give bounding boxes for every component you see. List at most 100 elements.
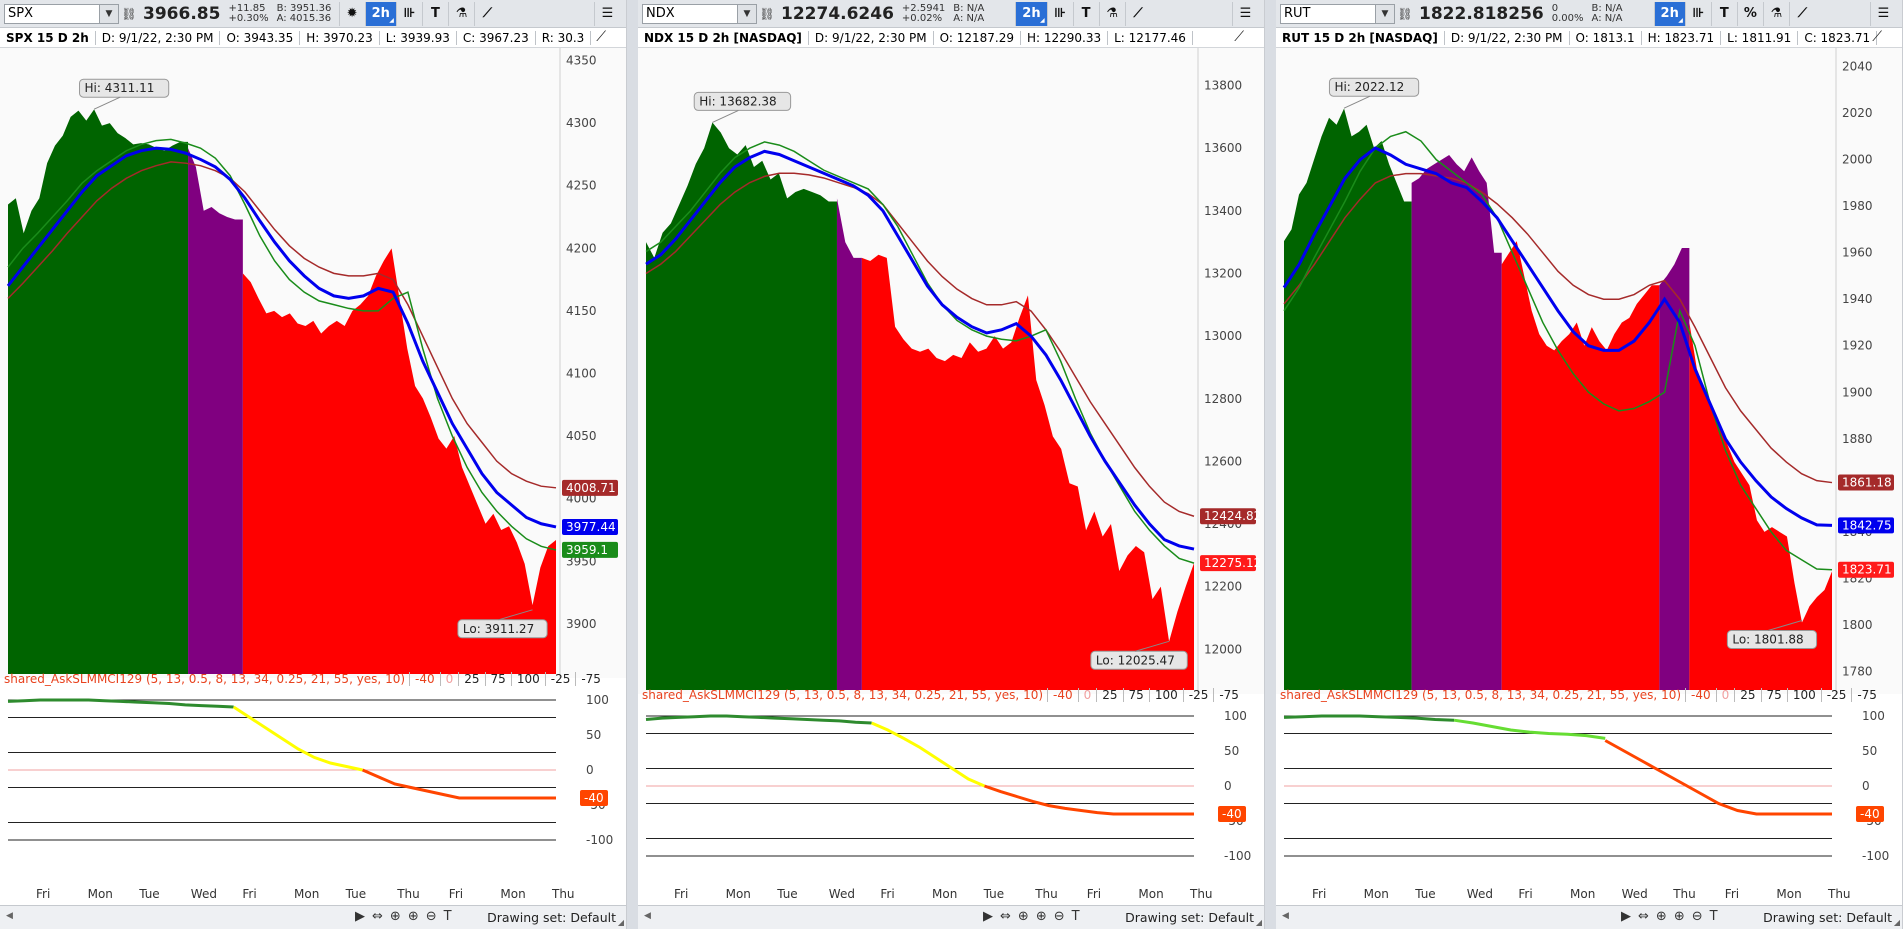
time-axis-label: Tue (777, 887, 798, 901)
drawings-icon[interactable]: ⟋ (1124, 1, 1151, 26)
time-axis-label: Tue (983, 887, 1005, 901)
change-abs: 0 (1551, 2, 1559, 14)
y-tick-label: 12600 (1204, 454, 1242, 468)
symbol-input[interactable]: SPX ▼ (4, 3, 119, 24)
scroll-left-icon[interactable]: ◀ (1282, 911, 1289, 921)
time-axis-label: Thu (1035, 887, 1058, 901)
resize-handle-icon[interactable]: ◢ (1893, 918, 1900, 927)
symbol-dropdown-icon[interactable]: ▼ (1375, 4, 1394, 23)
aggregation-button[interactable]: 2h ◢ (1653, 1, 1685, 26)
indicator-value: 0 (1077, 688, 1097, 702)
price-axis-icon[interactable]: ⟋ (1872, 29, 1882, 45)
menu-list-icon[interactable]: ☰ (1232, 1, 1258, 26)
price-chart[interactable]: 3900395040004050410041504200425043004350… (0, 48, 627, 678)
y-tick-label: 13200 (1204, 266, 1242, 280)
zoom-in-icon[interactable]: ⊕ (407, 909, 419, 924)
indicator-value: 75 (1760, 688, 1787, 702)
indicator-value: 25 (458, 672, 484, 686)
studies-flask-icon[interactable]: ⚗ (1762, 1, 1789, 26)
aggregation-button[interactable]: 2h ◢ (1015, 1, 1047, 26)
scroll-right-icon[interactable]: ▶ (983, 909, 993, 924)
zoom-in-icon[interactable]: ⊕ (1673, 909, 1685, 924)
info-date: D: 9/1/22, 2:30 PM (96, 30, 221, 45)
indicator-label-row: shared_AskSLMMCI129 (5, 13, 0.5, 8, 13, … (638, 688, 1244, 702)
crosshair-icon[interactable]: ⊕ (1655, 909, 1667, 924)
menu-list-icon[interactable]: ☰ (1870, 1, 1896, 26)
drawings-icon[interactable]: ⟋ (1788, 1, 1815, 26)
text-tool-icon[interactable]: T (1709, 909, 1718, 924)
dropdown-corner-icon: ◢ (1039, 16, 1045, 24)
aggregation-label: 2h (371, 6, 390, 21)
oscillator-line (361, 768, 556, 800)
scroll-right-icon[interactable]: ▶ (1621, 909, 1631, 924)
scroll-left-icon[interactable]: ◀ (644, 911, 651, 921)
price-label-text: 12275.12 (1204, 556, 1261, 570)
chart-style-icon[interactable]: ⊪ (395, 1, 422, 26)
price-chart[interactable]: 1780180018201840186018801900192019401960… (1276, 48, 1903, 694)
change-pct: +0.02% (901, 12, 943, 24)
resize-handle-icon[interactable]: ◢ (1255, 918, 1262, 927)
high-bubble (1328, 77, 1420, 97)
text-tool-icon[interactable]: T (1072, 1, 1099, 26)
text-tool-icon[interactable]: T (421, 1, 448, 26)
expand-icon[interactable]: ⇔ (1638, 909, 1649, 924)
price-area-segment (836, 198, 862, 690)
link-icon[interactable]: ⛓ (1397, 6, 1413, 21)
symbol-input[interactable]: RUT ▼ (1280, 3, 1395, 24)
indicator-value: -75 (1213, 688, 1244, 702)
crosshair-icon[interactable]: ⊕ (1017, 909, 1029, 924)
price-chart[interactable]: 1200012200124001260012800130001320013400… (638, 48, 1265, 694)
price-axis-icon[interactable]: ⟋ (596, 29, 606, 45)
drawing-set-label[interactable]: Drawing set: Default (1763, 910, 1892, 925)
zoom-out-icon[interactable]: ⊖ (1691, 909, 1703, 924)
indicator-value: 100 (510, 672, 545, 686)
text-tool-icon[interactable]: T (1710, 1, 1737, 26)
chart-toolbar: RUT ▼ ⛓ 1822.818256 0 0.00% B: N/A A: N/A 2h ◢ ⊪ T%… (1276, 0, 1902, 28)
price-axis-icon[interactable]: ⟋ (1234, 29, 1244, 45)
time-axis-label: Tue (139, 887, 160, 901)
crosshair-icon[interactable]: ⊕ (389, 909, 401, 924)
scroll-right-icon[interactable]: ▶ (355, 909, 365, 924)
osc-value-box (1218, 806, 1246, 822)
scroll-left-icon[interactable]: ◀ (6, 911, 13, 921)
resize-handle-icon[interactable]: ◢ (617, 918, 624, 927)
chart-style-icon[interactable]: ⊪ (1684, 1, 1711, 26)
indicator-name[interactable]: shared_AskSLMMCI129 (5, 13, 0.5, 8, 13, … (1280, 688, 1682, 702)
drawing-set-label[interactable]: Drawing set: Default (1125, 910, 1254, 925)
link-icon[interactable]: ⛓ (121, 6, 137, 21)
aggregation-button[interactable]: 2h ◢ (364, 1, 396, 26)
studies-flask-icon[interactable]: ⚗ (447, 1, 474, 26)
high-bubble (693, 91, 792, 111)
gear-icon[interactable]: ✹ (338, 1, 365, 26)
symbol-dropdown-icon[interactable]: ▼ (99, 4, 118, 23)
oscillator-line (871, 721, 986, 788)
drawings-icon[interactable]: ⟋ (473, 1, 500, 26)
indicator-name[interactable]: shared_AskSLMMCI129 (5, 13, 0.5, 8, 13, … (642, 688, 1044, 702)
drawing-set-label[interactable]: Drawing set: Default (487, 910, 616, 925)
studies-flask-icon[interactable]: ⚗ (1098, 1, 1125, 26)
chart-style-icon[interactable]: ⊪ (1046, 1, 1073, 26)
time-axis-label: Wed (1621, 887, 1648, 901)
zoom-out-icon[interactable]: ⊖ (425, 909, 437, 924)
text-tool-icon[interactable]: T (1071, 909, 1080, 924)
zoom-in-icon[interactable]: ⊕ (1035, 909, 1047, 924)
price-label-text: 12424.82 (1204, 509, 1261, 523)
last-price: 3966.85 (143, 3, 221, 24)
expand-icon[interactable]: ⇔ (1000, 909, 1011, 924)
menu-list-icon[interactable]: ☰ (594, 1, 620, 26)
text-tool-icon[interactable]: T (443, 909, 452, 924)
percent-icon[interactable]: % (1736, 1, 1763, 26)
osc-tick-label: 100 (1862, 709, 1885, 723)
indicator-name[interactable]: shared_AskSLMMCI129 (5, 13, 0.5, 8, 13, … (4, 672, 406, 686)
expand-icon[interactable]: ⇔ (372, 909, 383, 924)
ema-line-green (7, 138, 557, 551)
symbol-input[interactable]: NDX ▼ (642, 3, 757, 24)
price-label-box (1200, 555, 1256, 572)
symbol-dropdown-icon[interactable]: ▼ (737, 4, 756, 23)
zoom-out-icon[interactable]: ⊖ (1053, 909, 1065, 924)
link-icon[interactable]: ⛓ (759, 6, 775, 21)
indicator-value: -40 (409, 672, 440, 686)
